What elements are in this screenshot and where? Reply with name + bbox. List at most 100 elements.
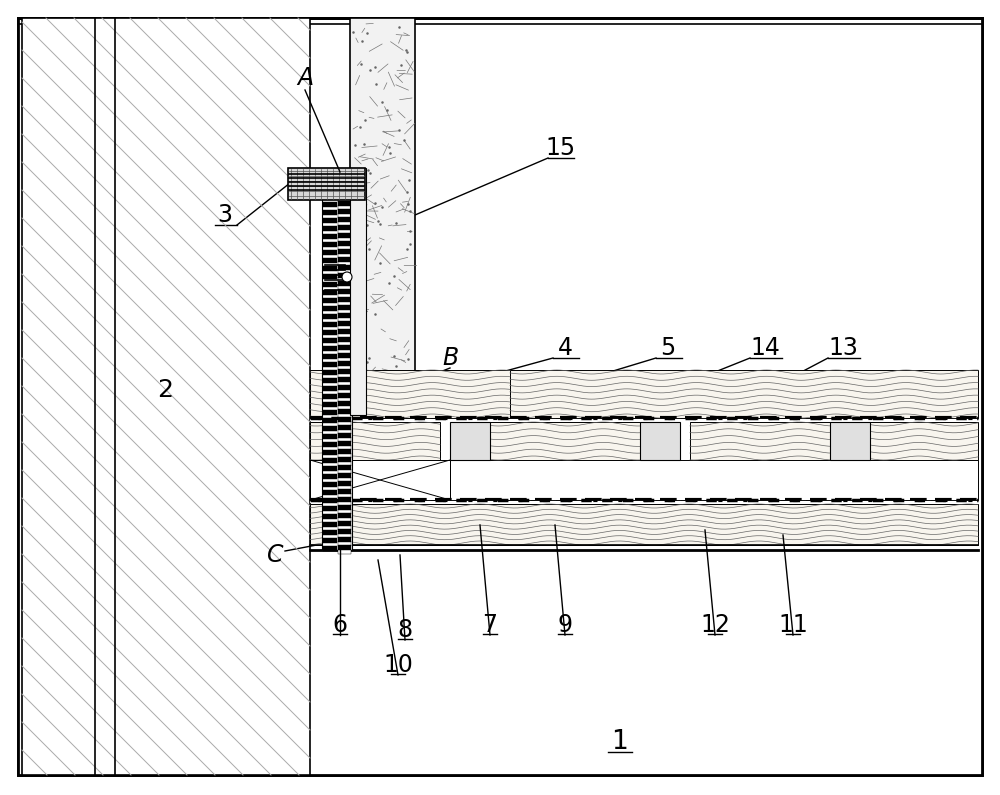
- Polygon shape: [338, 273, 351, 278]
- Polygon shape: [323, 226, 337, 231]
- Polygon shape: [323, 370, 337, 375]
- Polygon shape: [338, 201, 351, 206]
- Polygon shape: [323, 442, 337, 447]
- Polygon shape: [338, 389, 351, 394]
- Polygon shape: [323, 306, 337, 311]
- Polygon shape: [323, 338, 337, 343]
- Polygon shape: [338, 541, 351, 546]
- Text: 7: 7: [483, 613, 498, 637]
- Polygon shape: [338, 417, 351, 422]
- Polygon shape: [350, 168, 366, 415]
- Polygon shape: [338, 225, 351, 230]
- Text: 2: 2: [157, 378, 173, 402]
- Text: 6: 6: [333, 613, 348, 637]
- Polygon shape: [338, 289, 351, 294]
- Polygon shape: [323, 250, 337, 255]
- Polygon shape: [338, 537, 351, 542]
- Polygon shape: [338, 485, 351, 490]
- Polygon shape: [338, 281, 351, 286]
- Polygon shape: [338, 241, 351, 246]
- Polygon shape: [640, 422, 680, 460]
- Polygon shape: [338, 397, 351, 402]
- Polygon shape: [338, 329, 351, 334]
- Polygon shape: [338, 317, 351, 322]
- Polygon shape: [338, 197, 351, 202]
- Polygon shape: [323, 258, 337, 263]
- Polygon shape: [510, 370, 978, 418]
- Text: 3: 3: [218, 203, 233, 227]
- Polygon shape: [338, 237, 351, 242]
- Polygon shape: [323, 242, 337, 247]
- Polygon shape: [323, 450, 337, 455]
- Polygon shape: [323, 506, 337, 511]
- Polygon shape: [338, 221, 351, 226]
- Text: C: C: [267, 543, 283, 567]
- Polygon shape: [490, 422, 650, 460]
- Polygon shape: [338, 349, 351, 354]
- Polygon shape: [338, 169, 351, 174]
- Polygon shape: [338, 517, 351, 522]
- Polygon shape: [22, 18, 310, 775]
- Polygon shape: [338, 385, 351, 390]
- Polygon shape: [323, 538, 337, 543]
- Polygon shape: [338, 309, 351, 314]
- Polygon shape: [338, 373, 351, 378]
- Polygon shape: [338, 529, 351, 534]
- Polygon shape: [338, 533, 351, 538]
- Text: 11: 11: [778, 613, 808, 637]
- Text: 15: 15: [545, 136, 575, 160]
- Polygon shape: [323, 178, 337, 183]
- Polygon shape: [338, 481, 351, 486]
- Polygon shape: [338, 545, 351, 550]
- Polygon shape: [338, 229, 351, 234]
- Polygon shape: [338, 413, 351, 418]
- Polygon shape: [338, 173, 351, 178]
- Polygon shape: [338, 521, 351, 526]
- Polygon shape: [323, 490, 337, 495]
- Polygon shape: [338, 205, 351, 210]
- Polygon shape: [338, 401, 351, 406]
- Polygon shape: [323, 314, 337, 319]
- Polygon shape: [338, 453, 351, 458]
- Polygon shape: [338, 445, 351, 450]
- Polygon shape: [323, 418, 337, 423]
- Polygon shape: [338, 285, 351, 290]
- Text: 14: 14: [750, 336, 780, 360]
- Polygon shape: [310, 504, 978, 545]
- Polygon shape: [338, 249, 351, 254]
- Polygon shape: [338, 253, 351, 258]
- Polygon shape: [323, 402, 337, 407]
- Polygon shape: [338, 469, 351, 474]
- Polygon shape: [323, 522, 337, 527]
- Polygon shape: [323, 466, 337, 471]
- Polygon shape: [338, 489, 351, 494]
- Polygon shape: [870, 422, 978, 460]
- Polygon shape: [338, 189, 351, 194]
- Polygon shape: [323, 290, 337, 295]
- Polygon shape: [338, 497, 351, 502]
- Polygon shape: [338, 345, 351, 350]
- Polygon shape: [338, 433, 351, 438]
- Polygon shape: [323, 170, 337, 175]
- Polygon shape: [338, 297, 351, 302]
- Polygon shape: [24, 24, 976, 769]
- Polygon shape: [338, 277, 351, 282]
- Polygon shape: [338, 493, 351, 498]
- Polygon shape: [338, 209, 351, 214]
- Polygon shape: [338, 477, 351, 482]
- Polygon shape: [338, 509, 351, 514]
- Polygon shape: [338, 525, 351, 530]
- Text: 12: 12: [700, 613, 730, 637]
- Polygon shape: [323, 386, 337, 391]
- Polygon shape: [323, 330, 337, 335]
- Text: 9: 9: [558, 613, 572, 637]
- Polygon shape: [338, 369, 351, 374]
- Polygon shape: [323, 234, 337, 239]
- Text: 8: 8: [397, 618, 413, 642]
- Polygon shape: [323, 218, 337, 223]
- Polygon shape: [338, 181, 351, 186]
- Polygon shape: [450, 422, 490, 460]
- Polygon shape: [310, 370, 510, 418]
- Polygon shape: [338, 393, 351, 398]
- Polygon shape: [310, 460, 978, 500]
